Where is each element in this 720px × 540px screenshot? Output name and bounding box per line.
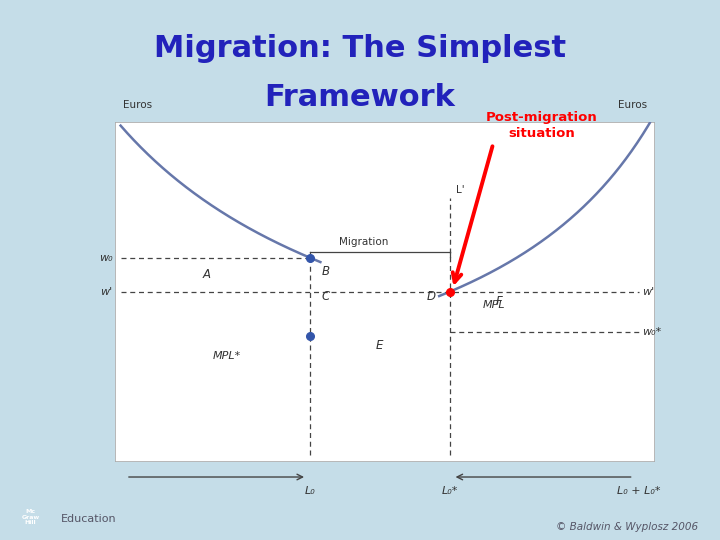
- Text: Mc
Graw
Hill: Mc Graw Hill: [22, 509, 40, 525]
- Text: Education: Education: [61, 515, 117, 524]
- Text: E: E: [376, 340, 384, 353]
- Text: D: D: [426, 290, 436, 303]
- Text: Euros: Euros: [123, 99, 153, 110]
- Text: © Baldwin & Wyplosz 2006: © Baldwin & Wyplosz 2006: [557, 522, 698, 532]
- Text: L₀: L₀: [305, 485, 315, 496]
- Text: Euros: Euros: [618, 99, 647, 110]
- Text: L₀ + L₀*: L₀ + L₀*: [617, 485, 661, 496]
- Text: MPL*: MPL*: [212, 351, 240, 361]
- Text: A: A: [203, 268, 211, 281]
- Text: B: B: [322, 265, 330, 278]
- Text: w₀: w₀: [99, 253, 112, 262]
- Text: L': L': [456, 185, 465, 194]
- Text: Migration: The Simplest: Migration: The Simplest: [154, 34, 566, 63]
- Text: Framework: Framework: [264, 83, 456, 112]
- Text: MPL: MPL: [482, 300, 505, 310]
- Text: F: F: [495, 295, 502, 308]
- FancyBboxPatch shape: [115, 122, 655, 462]
- Text: Post-migration
situation: Post-migration situation: [486, 111, 598, 140]
- Text: w': w': [642, 287, 654, 296]
- Text: C: C: [322, 290, 330, 303]
- Text: L₀*: L₀*: [442, 485, 458, 496]
- Text: w': w': [100, 287, 112, 296]
- Text: w₀*: w₀*: [642, 327, 661, 338]
- Text: Migration: Migration: [339, 238, 388, 247]
